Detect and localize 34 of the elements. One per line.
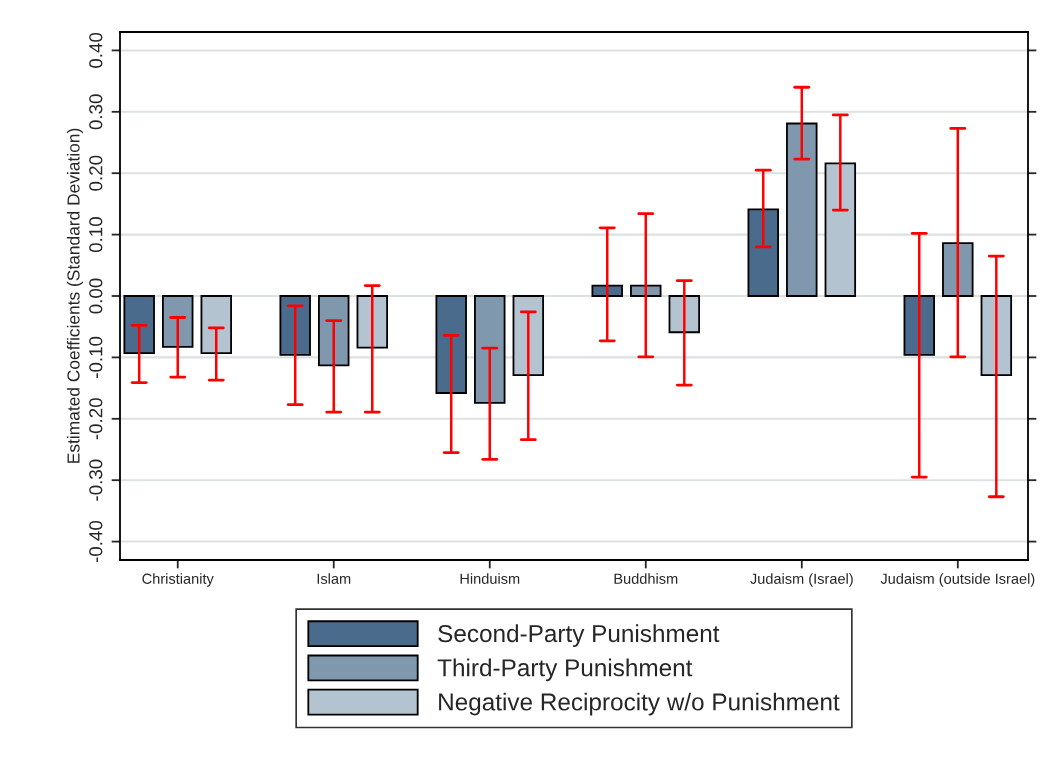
bar [123, 295, 155, 355]
bar [435, 295, 467, 394]
bar [279, 295, 311, 356]
y-axis-title: Estimated Coefficients (Standard Deviation) [66, 128, 84, 463]
bar [474, 295, 506, 404]
legend-label: Third-Party Punishment [437, 658, 693, 682]
y-tick-label: -0.40 [89, 520, 103, 563]
y-tick-label: -0.10 [89, 336, 103, 378]
bar [200, 295, 232, 355]
bar [630, 284, 662, 297]
x-tick-label: Judaism (Israel) [750, 573, 853, 587]
x-tick-label: Christianity [142, 573, 214, 587]
y-tick-label: -0.30 [89, 459, 103, 501]
x-tick-label: Islam [317, 573, 351, 584]
y-tick-label: -0.20 [89, 398, 103, 440]
bar [161, 295, 194, 348]
x-tick-label: Judaism (outside Israel) [880, 573, 1035, 587]
bar [591, 284, 623, 297]
y-tick-label: 0.30 [89, 94, 103, 130]
y-tick-label: 0.10 [89, 217, 103, 253]
legend-label: Negative Reciprocity w/o Punishment [439, 692, 840, 716]
legend-label: Second-Party Punishment [438, 624, 720, 647]
y-tick-label: 0.40 [89, 32, 103, 68]
bar [786, 122, 818, 297]
x-tick-label: Hinduism [460, 573, 520, 584]
bar [747, 208, 779, 297]
y-tick-label: 0.20 [89, 155, 103, 191]
bar [318, 295, 350, 367]
bar [942, 242, 974, 297]
x-tick-label: Buddhism [614, 573, 678, 584]
bar [824, 162, 857, 297]
bar [903, 295, 935, 356]
y-tick-label: 0.00 [89, 278, 103, 314]
bar [512, 295, 545, 377]
